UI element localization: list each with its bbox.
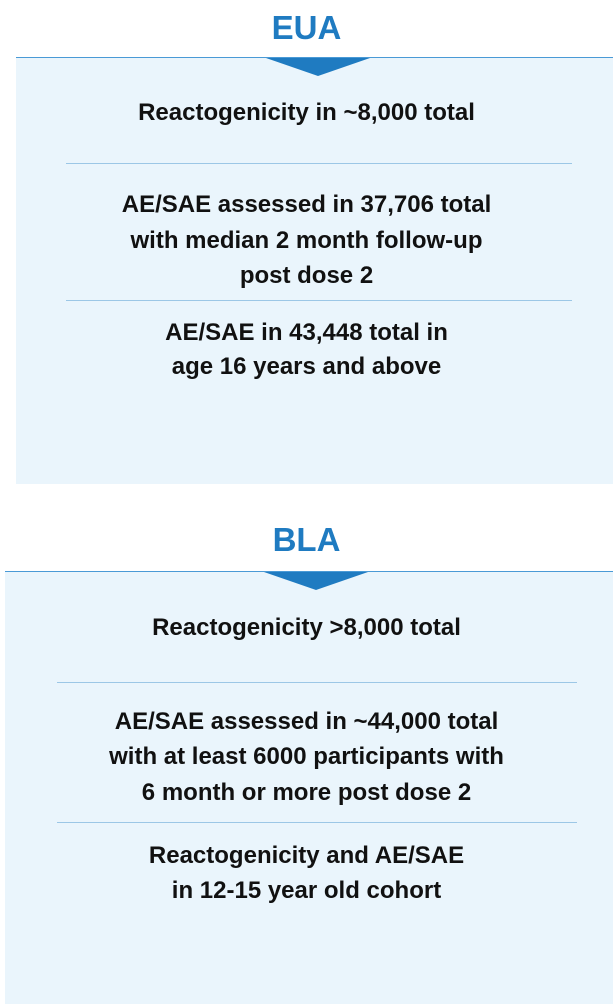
arrow <box>264 572 368 590</box>
item-line: AE/SAE in 43,448 total in <box>165 319 448 346</box>
item-line: Reactogenicity in ~8,000 total <box>138 99 475 126</box>
separator <box>57 682 577 683</box>
item-line: with median 2 month follow-up <box>130 227 483 254</box>
separator <box>57 822 577 823</box>
item-line: AE/SAE assessed in 37,706 total <box>121 191 492 218</box>
separator <box>66 163 572 164</box>
item-line: Reactogenicity >8,000 total <box>152 614 461 641</box>
section-title: EUA <box>271 9 342 46</box>
separator <box>66 300 572 301</box>
section-title: BLA <box>272 521 341 558</box>
item-line: in 12-15 year old cohort <box>171 877 442 904</box>
item-line: post dose 2 <box>239 262 374 289</box>
item-line: AE/SAE assessed in ~44,000 total <box>114 708 499 735</box>
panel <box>16 57 613 484</box>
item-line: age 16 years and above <box>171 353 442 380</box>
item-line: 6 month or more post dose 2 <box>141 779 472 806</box>
panel <box>5 571 613 1004</box>
item-line: Reactogenicity and AE/SAE <box>148 842 465 869</box>
item-line: with at least 6000 participants with <box>109 743 504 770</box>
arrow <box>266 58 370 76</box>
